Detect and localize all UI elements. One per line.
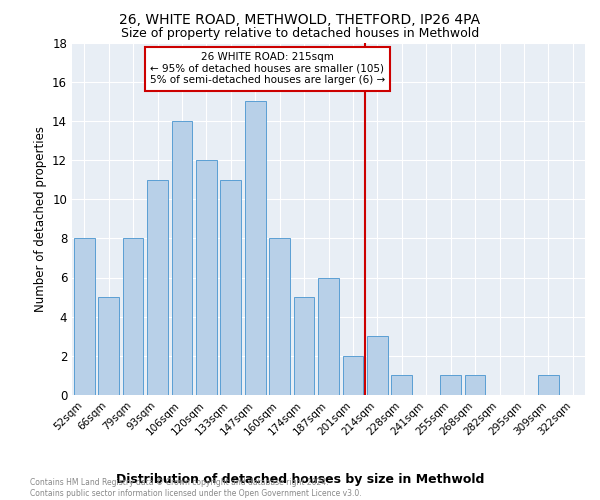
Bar <box>147 180 168 395</box>
Bar <box>318 278 339 395</box>
Text: Size of property relative to detached houses in Methwold: Size of property relative to detached ho… <box>121 28 479 40</box>
Text: Contains HM Land Registry data © Crown copyright and database right 2024.
Contai: Contains HM Land Registry data © Crown c… <box>30 478 362 498</box>
Bar <box>269 238 290 395</box>
Bar <box>172 121 193 395</box>
Bar <box>391 376 412 395</box>
Bar <box>122 238 143 395</box>
Bar <box>367 336 388 395</box>
Bar <box>464 376 485 395</box>
Bar <box>538 376 559 395</box>
Bar <box>98 297 119 395</box>
Bar <box>220 180 241 395</box>
Bar <box>440 376 461 395</box>
Y-axis label: Number of detached properties: Number of detached properties <box>34 126 47 312</box>
Text: Distribution of detached houses by size in Methwold: Distribution of detached houses by size … <box>116 472 484 486</box>
Bar <box>74 238 95 395</box>
Bar <box>343 356 364 395</box>
Bar <box>196 160 217 395</box>
Bar <box>293 297 314 395</box>
Text: 26 WHITE ROAD: 215sqm
← 95% of detached houses are smaller (105)
5% of semi-deta: 26 WHITE ROAD: 215sqm ← 95% of detached … <box>150 52 385 86</box>
Text: 26, WHITE ROAD, METHWOLD, THETFORD, IP26 4PA: 26, WHITE ROAD, METHWOLD, THETFORD, IP26… <box>119 12 481 26</box>
Bar <box>245 101 266 395</box>
